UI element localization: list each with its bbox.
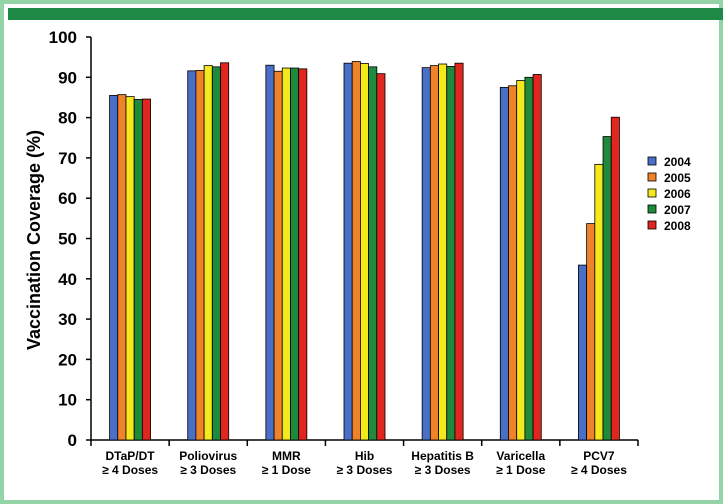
bar bbox=[454, 62, 464, 441]
y-tick-label: 50 bbox=[58, 230, 77, 249]
category-label: Hepatitis B bbox=[411, 449, 474, 463]
legend-swatch bbox=[647, 204, 657, 214]
bar bbox=[203, 65, 213, 441]
y-tick-label: 40 bbox=[58, 270, 77, 289]
category-label: DTaP/DT bbox=[106, 449, 156, 463]
bar bbox=[578, 264, 588, 441]
bar bbox=[594, 163, 604, 441]
bar bbox=[516, 80, 526, 441]
y-axis-label: Vaccination Coverage (%) bbox=[24, 130, 44, 350]
legend-swatch bbox=[647, 220, 657, 230]
category-label: Hib bbox=[355, 449, 374, 463]
bar bbox=[368, 66, 378, 441]
y-tick-label: 20 bbox=[58, 350, 77, 369]
bar bbox=[109, 95, 119, 441]
category-label: ≥ 3 Doses bbox=[415, 463, 471, 477]
bar bbox=[273, 70, 283, 441]
bar bbox=[220, 62, 230, 441]
axes: 0 10 20 30 40 50 60 70 80 90 100 bbox=[49, 28, 639, 450]
legend-label: 2005 bbox=[664, 171, 691, 185]
y-tick-label: 10 bbox=[58, 391, 77, 410]
bar bbox=[429, 65, 439, 441]
category-label: ≥ 3 Doses bbox=[180, 463, 236, 477]
bar bbox=[532, 74, 542, 441]
y-tick-label: 70 bbox=[58, 149, 77, 168]
bar bbox=[351, 61, 361, 441]
header-bar bbox=[8, 8, 723, 20]
category-label: Varicella bbox=[496, 449, 545, 463]
bar bbox=[602, 136, 612, 441]
bar bbox=[359, 63, 369, 441]
category-label: ≥ 1 Dose bbox=[496, 463, 546, 477]
bar bbox=[265, 64, 275, 441]
bar bbox=[125, 96, 135, 441]
legend-label: 2006 bbox=[664, 187, 691, 201]
bars bbox=[109, 61, 620, 441]
legend-swatch bbox=[647, 188, 657, 198]
category-label: PCV7 bbox=[583, 449, 615, 463]
legend-label: 2007 bbox=[664, 203, 691, 217]
bar bbox=[298, 68, 308, 441]
category-label: MMR bbox=[272, 449, 301, 463]
bar bbox=[421, 67, 431, 441]
bar bbox=[438, 63, 448, 441]
bar bbox=[586, 223, 596, 441]
category-label: ≥ 4 Doses bbox=[102, 463, 158, 477]
bar bbox=[195, 70, 205, 441]
bar bbox=[133, 99, 143, 441]
y-tick-label: 60 bbox=[58, 189, 77, 208]
bar bbox=[281, 67, 291, 441]
y-tick-label: 30 bbox=[58, 310, 77, 329]
bar bbox=[117, 94, 127, 441]
bar bbox=[343, 62, 353, 441]
legend-swatch bbox=[647, 156, 657, 166]
category-label: Poliovirus bbox=[179, 449, 237, 463]
bar bbox=[141, 98, 151, 441]
category-label: ≥ 3 Doses bbox=[337, 463, 393, 477]
bar bbox=[211, 66, 221, 441]
bar bbox=[187, 70, 197, 441]
y-tick-label: 90 bbox=[58, 68, 77, 87]
category-label: ≥ 1 Dose bbox=[262, 463, 312, 477]
bar bbox=[610, 116, 620, 441]
bar bbox=[524, 76, 534, 441]
y-tick-label: 100 bbox=[49, 28, 77, 47]
y-tick-label: 80 bbox=[58, 109, 77, 128]
category-label: ≥ 4 Doses bbox=[571, 463, 627, 477]
bar bbox=[376, 73, 386, 441]
bar bbox=[499, 86, 509, 441]
bar bbox=[508, 85, 518, 441]
bar bbox=[446, 66, 456, 441]
legend: 2004 2005 2006 2007 2008 bbox=[647, 155, 691, 233]
legend-label: 2004 bbox=[664, 155, 691, 169]
y-tick-label: 0 bbox=[68, 431, 77, 450]
bar bbox=[290, 67, 300, 441]
legend-label: 2008 bbox=[664, 219, 691, 233]
legend-swatch bbox=[647, 172, 657, 182]
